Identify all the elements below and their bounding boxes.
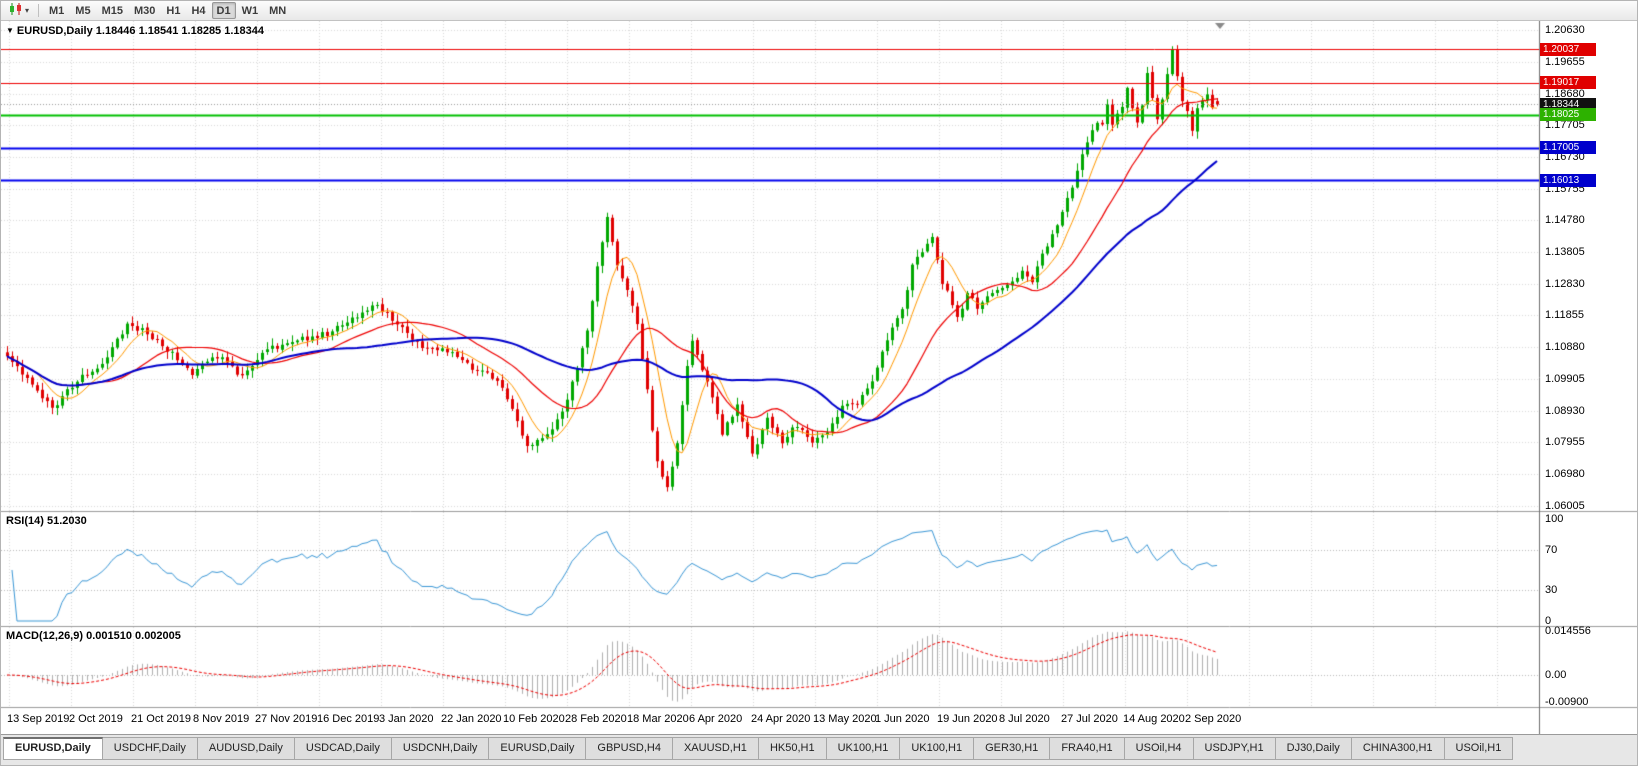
date-label: 1 Jun 2020 [875, 713, 930, 725]
timeframe-button-h4[interactable]: H4 [186, 2, 210, 19]
support-tag: 1.16013 [1540, 173, 1596, 187]
price-chart-canvas[interactable] [1, 21, 1637, 734]
price-axis-label: 1.10880 [1545, 341, 1585, 354]
timeframe-button-m1[interactable]: M1 [44, 2, 69, 19]
chart-type-button[interactable]: ▾ [5, 2, 33, 19]
date-label: 19 Jun 2020 [937, 713, 998, 725]
date-label: 27 Nov 2019 [255, 713, 318, 725]
chart-tabs: EURUSD,Daily USDCHF,Daily AUDUSD,Daily USDC… [3, 737, 1514, 760]
macd-axis-label: -0.00900 [1545, 696, 1589, 708]
price-axis-label: 1.08930 [1545, 404, 1585, 417]
chart-tab[interactable]: GER30,H1 [974, 737, 1051, 760]
chart-tab[interactable]: EURUSD,Daily [3, 737, 103, 760]
chart-tab[interactable]: FRA40,H1 [1050, 737, 1125, 760]
price-axis-label: 1.12830 [1545, 277, 1585, 290]
date-label: 10 Feb 2020 [503, 713, 565, 725]
date-label: 8 Nov 2019 [193, 713, 250, 725]
chart-tab[interactable]: DJ30,Daily [1275, 737, 1352, 760]
chart-tab[interactable]: UK100,H1 [826, 737, 901, 760]
date-label: 24 Apr 2020 [751, 713, 811, 725]
candlestick-chart-icon [9, 2, 23, 20]
price-axis-label: 1.13805 [1545, 246, 1585, 259]
timeframe-button-m30[interactable]: M30 [129, 2, 160, 19]
price-axis-label: 1.17705 [1545, 119, 1585, 132]
timeframe-button-w1[interactable]: W1 [237, 2, 264, 19]
toolbar-divider [38, 4, 40, 17]
chart-tab[interactable]: AUDUSD,Daily [197, 737, 295, 760]
rsi-axis-label: 30 [1545, 584, 1558, 597]
date-label: 13 May 2020 [813, 713, 877, 725]
date-label: 28 Feb 2020 [565, 713, 627, 725]
ohlc-text: EURUSD,Daily 1.18446 1.18541 1.18285 1.1… [16, 25, 264, 37]
date-label: 14 Aug 2020 [1123, 713, 1185, 725]
collapse-arrow-icon[interactable]: ▼ [6, 26, 14, 35]
date-label: 18 Mar 2020 [627, 713, 689, 725]
chart-tab[interactable]: USOil,H4 [1124, 737, 1194, 760]
chart-tab[interactable]: EURUSD,Daily [489, 737, 587, 760]
macd-indicator-label: MACD(12,26,9) 0.001510 0.002005 [6, 630, 181, 642]
timeframe-button-m15[interactable]: M15 [97, 2, 128, 19]
price-axis-label: 1.09905 [1545, 372, 1585, 385]
timeframe-toolbar: ▾ M1 M5 M15 M30 H1 H4 D1 W1 MN [1, 1, 1637, 21]
price-axis-label: 1.06005 [1545, 499, 1585, 512]
price-axis[interactable]: 1.20630 1.19655 1.18680 1.17705 1.16730 1.157… [1539, 21, 1637, 734]
pivot-tag: 1.18025 [1540, 108, 1596, 122]
chart-tab[interactable]: HK50,H1 [758, 737, 827, 760]
chart-tab[interactable]: USDCNH,Daily [391, 737, 490, 760]
date-label: 22 Jan 2020 [441, 713, 502, 725]
price-axis-label: 1.11855 [1545, 309, 1584, 322]
price-axis-label: 1.20630 [1545, 24, 1585, 37]
resistance-tag: 1.19017 [1540, 76, 1596, 90]
chart-tab[interactable]: XAUUSD,H1 [672, 737, 759, 760]
timeframe-button-mn[interactable]: MN [264, 2, 291, 19]
chart-tab[interactable]: USOil,H1 [1444, 737, 1514, 760]
current-price-tag: 1.18344 [1540, 97, 1596, 111]
macd-axis-label: 0.00 [1545, 669, 1567, 681]
date-label: 21 Oct 2019 [131, 713, 191, 725]
time-axis[interactable]: 13 Sep 2019 2 Oct 2019 21 Oct 2019 8 Nov 20… [1, 707, 1539, 734]
rsi-indicator-label: RSI(14) 51.2030 [6, 515, 87, 527]
date-label: 27 Jul 2020 [1061, 713, 1118, 725]
date-label: 2 Sep 2020 [1185, 713, 1242, 725]
chart-tab-bar: EURUSD,Daily USDCHF,Daily AUDUSD,Daily USDC… [1, 734, 1637, 765]
timeframe-button-h1[interactable]: H1 [161, 2, 185, 19]
chart-region: ▼ EURUSD,Daily 1.18446 1.18541 1.18285 1.… [1, 21, 1637, 734]
rsi-axis-label: 70 [1545, 543, 1558, 556]
timeframe-button-m5[interactable]: M5 [70, 2, 95, 19]
price-axis-label: 1.14780 [1545, 214, 1585, 227]
date-label: 8 Jul 2020 [999, 713, 1050, 725]
chart-tab[interactable]: USDJPY,H1 [1193, 737, 1276, 760]
ohlc-info: ▼ EURUSD,Daily 1.18446 1.18541 1.18285 1.… [6, 25, 264, 37]
date-label: 16 Dec 2019 [317, 713, 380, 725]
rsi-axis-label: 0 [1545, 615, 1552, 627]
chart-tab[interactable]: UK100,H1 [900, 737, 975, 760]
price-axis-label: 1.18680 [1545, 87, 1585, 100]
chart-tab[interactable]: CHINA300,H1 [1351, 737, 1445, 760]
chart-tab[interactable]: USDCHF,Daily [102, 737, 198, 760]
rsi-axis-label: 100 [1545, 513, 1564, 525]
resistance-tag: 1.20037 [1540, 42, 1596, 56]
macd-axis-label: 0.014556 [1545, 625, 1591, 638]
chart-tab[interactable]: USDCAD,Daily [294, 737, 392, 760]
date-label: 6 Apr 2020 [689, 713, 743, 725]
support-tag: 1.17005 [1540, 141, 1596, 155]
price-axis-label: 1.19655 [1545, 55, 1585, 68]
chevron-down-icon: ▾ [25, 5, 30, 15]
date-label: 2 Oct 2019 [69, 713, 123, 725]
date-label: 13 Sep 2019 [7, 713, 70, 725]
timeframe-button-d1[interactable]: D1 [211, 2, 236, 19]
price-axis-label: 1.07955 [1545, 436, 1585, 449]
date-label: 3 Jan 2020 [379, 713, 434, 725]
price-axis-label: 1.06980 [1545, 467, 1585, 480]
chart-tab[interactable]: GBPUSD,H4 [586, 737, 673, 760]
